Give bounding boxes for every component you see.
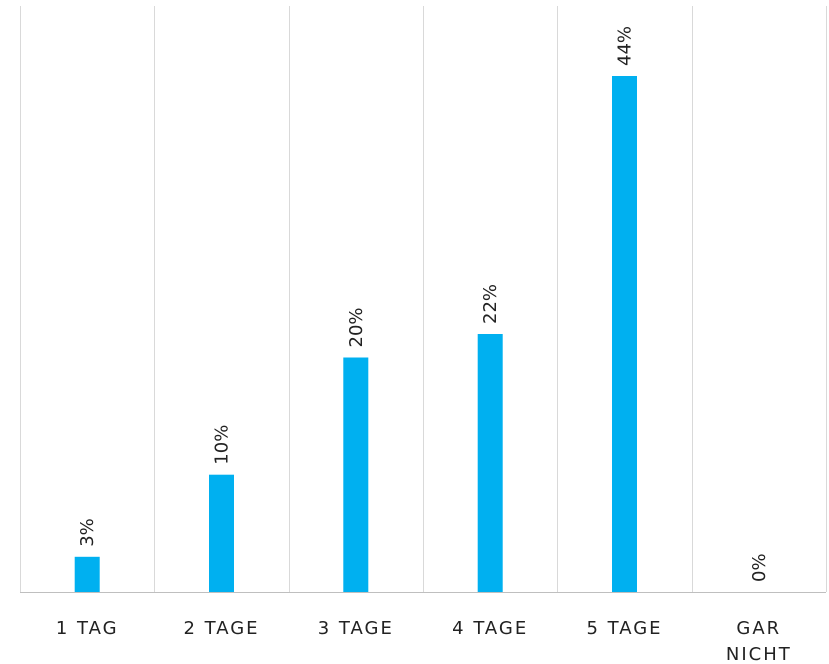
- bar-0: [74, 556, 100, 592]
- bars-layer: [74, 76, 637, 592]
- data-label-5: 0%: [749, 553, 770, 582]
- category-label-2: 3 TAGE: [318, 618, 394, 639]
- bar-3: [477, 334, 503, 592]
- category-label-4: 5 TAGE: [586, 618, 662, 639]
- grid-layer: [20, 6, 827, 592]
- data-label-1: 10%: [212, 425, 233, 465]
- data-label-3: 22%: [480, 284, 501, 324]
- category-label-3: 4 TAGE: [452, 618, 528, 639]
- data-label-4: 44%: [615, 26, 636, 66]
- category-label-5-line-0: GAR: [736, 618, 781, 639]
- labels-layer: 3% 1 TAG 10% 2 TAGE 20% 3 TAGE 22% 4 TAGE 44% 5 T…: [56, 26, 792, 664]
- category-label-5-line-1: NICHT: [726, 644, 792, 664]
- bar-4: [612, 76, 637, 592]
- bar-1: [209, 474, 234, 592]
- bar-2: [343, 357, 369, 592]
- data-label-2: 20%: [346, 307, 367, 347]
- category-label-0: 1 TAG: [56, 618, 119, 639]
- data-label-0: 3%: [77, 518, 98, 547]
- category-label-1: 2 TAGE: [183, 618, 259, 639]
